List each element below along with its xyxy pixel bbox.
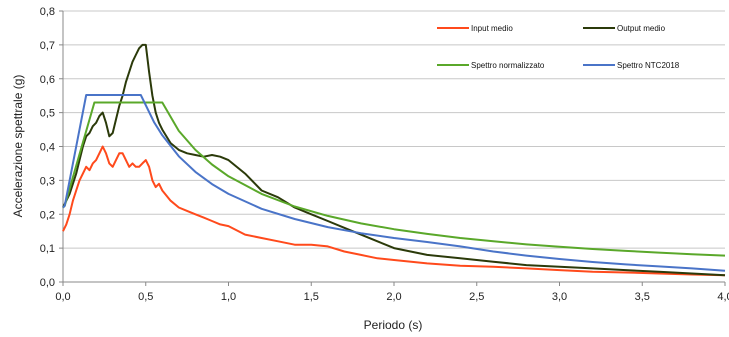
x-tick-label: 1,0 [221,291,236,303]
series-line-output-medio [62,43,726,277]
y-tick-label: 0,1 [40,243,55,255]
x-tick-label: 2,5 [469,291,484,303]
legend: Input medio Output medio Spettro normalizz… [437,24,680,70]
x-tick-label: 4,0 [717,291,729,303]
x-tick-label: 3,5 [635,291,650,303]
y-tick-label: 0,3 [40,175,55,187]
y-tick-label: 0,6 [40,74,55,86]
x-tick-label: 3,0 [552,291,567,303]
x-tick-label: 1,5 [304,291,319,303]
gridlines [63,10,725,283]
y-tick-label: 0,5 [40,108,55,120]
y-axis-ticks: 0,0 0,1 0,2 0,3 0,4 0,5 0,6 0,7 0,8 [40,6,63,289]
x-axis-ticks: 0,0 0,5 1,0 1,5 2,0 2,5 3,0 3,5 4,0 [55,282,729,303]
axes [62,11,725,283]
y-tick-label: 0,0 [40,277,55,289]
data-series [62,43,726,277]
legend-label-output-medio: Output medio [617,24,666,33]
series-line-spettro-ntc2018 [62,94,726,272]
series-line-spettro-normalizzato [62,101,726,257]
x-tick-label: 2,0 [386,291,401,303]
y-tick-label: 0,7 [40,40,55,52]
legend-label-spettro-ntc2018: Spettro NTC2018 [617,61,680,70]
y-tick-label: 0,4 [40,142,55,154]
y-axis-title: Accelerazione spettrale (g) [11,75,25,218]
series-line-input-medio [62,145,726,277]
x-tick-label: 0,5 [138,291,153,303]
legend-label-spettro-normalizzato: Spettro normalizzato [471,61,545,70]
y-tick-label: 0,2 [40,209,55,221]
y-tick-label: 0,8 [40,6,55,18]
legend-label-input-medio: Input medio [471,24,513,33]
x-axis-title: Periodo (s) [364,318,423,332]
x-tick-label: 0,0 [55,291,70,303]
